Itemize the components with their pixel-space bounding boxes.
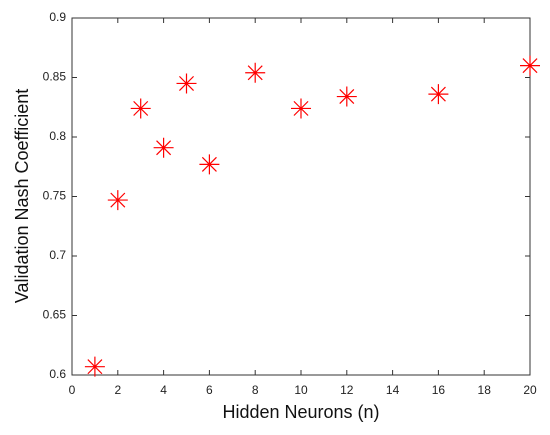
x-axis-label: Hidden Neurons (n) bbox=[222, 402, 379, 422]
y-tick-label: 0.75 bbox=[43, 189, 67, 203]
y-tick-label: 0.65 bbox=[43, 308, 67, 322]
marker bbox=[428, 84, 449, 105]
marker bbox=[130, 98, 151, 119]
marker bbox=[520, 55, 540, 76]
marker bbox=[176, 73, 197, 94]
marker bbox=[84, 356, 105, 377]
marker bbox=[245, 62, 266, 83]
x-tick-label: 0 bbox=[69, 383, 76, 397]
y-tick-label: 0.9 bbox=[49, 10, 66, 24]
plot-frame bbox=[71, 17, 531, 376]
y-tick-label: 0.6 bbox=[49, 367, 66, 381]
marker bbox=[107, 190, 128, 211]
marker bbox=[199, 154, 220, 175]
y-axis-label: Validation Nash Coefficient bbox=[12, 89, 32, 303]
marker bbox=[336, 86, 357, 107]
marker bbox=[291, 98, 311, 119]
x-tick-label: 18 bbox=[478, 383, 492, 397]
marker bbox=[153, 137, 174, 158]
y-tick-label: 0.85 bbox=[43, 70, 67, 84]
x-tick-label: 16 bbox=[432, 383, 446, 397]
x-tick-label: 12 bbox=[340, 383, 354, 397]
x-tick-label: 8 bbox=[252, 383, 259, 397]
x-tick-label: 2 bbox=[114, 383, 121, 397]
x-tick-label: 10 bbox=[294, 383, 308, 397]
x-tick-label: 14 bbox=[386, 383, 400, 397]
x-tick-label: 6 bbox=[206, 383, 213, 397]
x-tick-label: 4 bbox=[160, 383, 167, 397]
y-tick-label: 0.8 bbox=[49, 129, 66, 143]
y-tick-label: 0.7 bbox=[49, 248, 66, 262]
x-tick-label: 20 bbox=[523, 383, 537, 397]
